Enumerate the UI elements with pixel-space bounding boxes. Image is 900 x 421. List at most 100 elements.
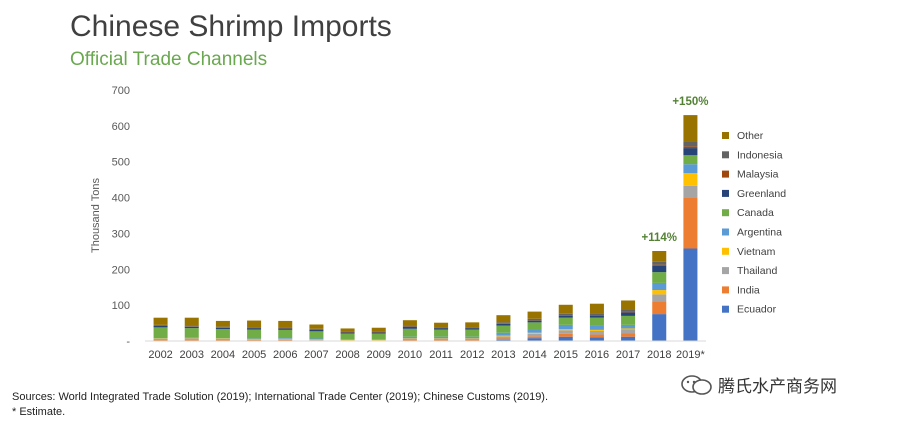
bar-segment-argentina <box>589 325 604 330</box>
bar-segment-argentina <box>340 339 355 340</box>
legend-swatch <box>722 189 729 197</box>
bar-segment-canada <box>278 329 293 339</box>
legend-swatch <box>722 247 729 255</box>
bar-segment-ecuador <box>652 314 667 341</box>
bar-segment-indonesia <box>465 327 480 328</box>
bar-segment-vietnam <box>558 329 573 331</box>
x-tick-label: 2011 <box>429 349 453 361</box>
y-tick-label: - <box>126 336 130 348</box>
x-tick-label: 2002 <box>148 349 172 361</box>
bar-segment-indonesia <box>683 141 698 147</box>
bar-segment-india <box>683 197 698 249</box>
bar-segment-canada <box>215 329 230 339</box>
bar-segment-indonesia <box>558 313 573 316</box>
bar-segment-vietnam <box>683 173 698 186</box>
legend-swatch <box>722 305 729 313</box>
bar-segment-greenland <box>402 327 417 329</box>
bar-segment-indonesia <box>434 327 449 328</box>
bar-segment-india <box>496 338 511 340</box>
bar-segment-canada <box>496 325 511 333</box>
bar-segment-argentina <box>527 329 542 333</box>
bar-segment-india <box>589 334 604 338</box>
bar-segment-other <box>589 303 604 314</box>
chart-title: Chinese Shrimp Imports <box>70 10 392 43</box>
bar-segment-thailand <box>309 339 324 341</box>
bar-segment-india <box>402 339 417 341</box>
legend-label: Thailand <box>737 265 777 277</box>
bar-segment-indonesia <box>309 328 324 330</box>
bar-segment-thailand <box>278 339 293 340</box>
bar-segment-thailand <box>558 330 573 334</box>
bar-segment-thailand <box>465 338 480 340</box>
legend-label: Argentina <box>737 227 782 239</box>
legend-swatch <box>722 228 729 236</box>
bar-segment-canada <box>402 328 417 337</box>
bar-segment-argentina <box>683 164 698 174</box>
bar-segment-indonesia <box>340 331 355 333</box>
bar-segment-other <box>184 317 199 326</box>
bar-segment-indonesia <box>153 324 168 326</box>
bar-segment-canada <box>527 322 542 330</box>
bar-segment-india <box>153 339 168 341</box>
x-axis: 2002 2003 2004 2005 2006 2007 2008 2009 2010 2011… <box>145 340 706 361</box>
bar-segment-canada <box>153 327 168 339</box>
bar-segment-indonesia <box>527 318 542 321</box>
y-tick-label: 300 <box>112 228 130 240</box>
bar-segment-greenland <box>589 315 604 318</box>
bar-segment-other <box>278 320 293 328</box>
bar-segment-other <box>527 311 542 319</box>
legend-swatch <box>722 286 729 294</box>
bar-segment-greenland <box>558 315 573 318</box>
x-tick-label: 2018 <box>647 349 671 361</box>
bar-segment-canada <box>652 272 667 283</box>
bar-segment-greenland <box>621 312 636 316</box>
legend-label: India <box>737 284 760 296</box>
bar-segment-canada <box>589 317 604 326</box>
bar-segment-ecuador <box>496 339 511 341</box>
bar-segment-greenland <box>683 148 698 156</box>
bar-segment-argentina <box>402 336 417 339</box>
bar-segment-thailand <box>215 338 230 340</box>
bar-segment-argentina <box>278 338 293 339</box>
bar-segment-india <box>215 339 230 341</box>
bar-segment-argentina <box>434 336 449 339</box>
bar-segment-india <box>278 339 293 341</box>
watermark-text: 腾氏水产商务网 <box>718 377 837 396</box>
bar-segment-ecuador <box>621 336 636 341</box>
legend: Other Indonesia Malaysia Greenland Canada Arg… <box>722 130 786 316</box>
bar-segment-thailand <box>652 294 667 302</box>
bar-segment-other <box>434 322 449 328</box>
y-tick-label: 500 <box>112 157 130 169</box>
bar-segment-other <box>340 328 355 332</box>
x-tick-label: 2008 <box>335 349 359 361</box>
y-tick-label: 400 <box>112 193 130 205</box>
legend-label: Canada <box>737 207 774 219</box>
source-note: Sources: World Integrated Trade Solution… <box>12 390 548 420</box>
x-tick-label: 2014 <box>522 349 546 361</box>
bar-segment-greenland <box>465 328 480 330</box>
bar-segment-other <box>496 315 511 323</box>
bar-segment-vietnam <box>527 332 542 334</box>
bar-segment-greenland <box>153 325 168 328</box>
source-line: Sources: World Integrated Trade Solution… <box>12 391 549 403</box>
bar-segment-greenland <box>527 320 542 323</box>
bars <box>153 115 698 341</box>
bar-segment-other <box>621 300 636 310</box>
bar-segment-thailand <box>527 333 542 337</box>
bar-segment-indonesia <box>278 327 293 329</box>
bar-segment-indonesia <box>496 322 511 324</box>
wechat-icon <box>681 374 712 395</box>
bar-segment-india <box>621 333 636 337</box>
bar-segment-thailand <box>496 336 511 339</box>
bar-segment-greenland <box>184 326 199 329</box>
bar-segment-vietnam <box>589 329 604 331</box>
y-tick-label: 200 <box>112 264 130 276</box>
bar-segment-indonesia <box>215 326 230 328</box>
x-tick-label: 2015 <box>554 349 578 361</box>
legend-swatch <box>722 132 729 139</box>
bar-segment-greenland <box>278 328 293 330</box>
bar-segment-india <box>465 339 480 341</box>
y-axis: - 100 200 300 400 500 600 700 Thousand Tons <box>90 85 130 348</box>
bar-segment-indonesia <box>247 327 262 328</box>
